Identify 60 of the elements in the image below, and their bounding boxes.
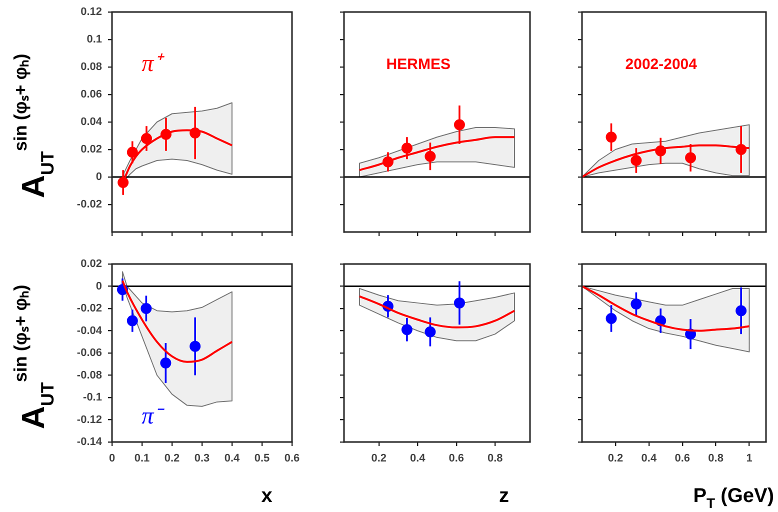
point [454,119,465,130]
x-tick-label: 0.2 [371,452,387,465]
point [126,315,138,326]
point [454,297,465,308]
x-tick-label: 0.4 [410,452,426,465]
annotation: 2002-2004 [625,56,698,73]
x-axis-title: z [498,485,509,507]
point [424,326,436,338]
point [685,152,696,164]
point [140,303,152,314]
annotation: π⁻ [142,403,165,430]
point [401,324,412,336]
y-axis-title: AUTsin (φₛ+ φₕ) [10,284,58,430]
y-axis-title: AUTsin (φₛ+ φₕ) [10,54,58,198]
y-tick-label: -0.02 [76,198,102,211]
annotation: π⁺ [142,51,165,78]
y-tick-label: -0.14 [76,436,103,448]
x-axis-title: x [261,485,272,507]
y-tick-label: -0.04 [76,324,103,337]
x-tick-label: 0.2 [608,452,624,465]
y-tick-label: 0.04 [80,116,103,128]
point [606,313,617,324]
x-tick-label: 0.8 [708,452,724,465]
y-tick-label: 0.06 [80,88,102,101]
y-tick-label: -0.06 [76,347,102,360]
point [160,358,172,369]
y-tick-label: -0.02 [76,302,102,315]
x-tick-label: 0.5 [254,452,270,465]
point [126,146,138,158]
point [630,155,642,166]
y-tick-label: 0 [96,171,102,184]
x-tick-label: 0.2 [164,452,180,465]
x-tick-label: 0 [108,452,116,465]
x-tick-label: 0.1 [134,452,150,465]
y-tick-label: 0.12 [80,6,102,18]
y-tick-label: 0 [96,280,102,292]
x-tick-label: 0.6 [284,452,300,465]
y-tick-label: 0.02 [80,144,102,156]
x-tick-label: 0.4 [224,452,241,465]
x-tick-label: 0.6 [674,452,690,465]
point [190,340,201,352]
point [630,298,642,310]
y-tick-label: 0.08 [80,61,102,74]
point [424,150,436,162]
point [141,133,152,144]
x-tick-label: 1 [746,452,752,465]
y-tick-label: -0.12 [76,414,102,426]
x-tick-label: 0.4 [641,452,658,465]
y-tick-label: 0.02 [80,258,102,270]
annotation: HERMES [386,56,450,73]
x-tick-label: 0.6 [448,452,464,465]
y-tick-label: -0.08 [76,369,102,382]
x-tick-label: 0.3 [194,452,210,465]
point [401,142,412,154]
y-tick-label: -0.1 [83,392,102,404]
point [736,305,747,316]
x-tick-label: 0.8 [487,452,503,465]
y-tick-label: 0.1 [86,34,102,46]
point [606,132,617,143]
point [118,177,129,188]
